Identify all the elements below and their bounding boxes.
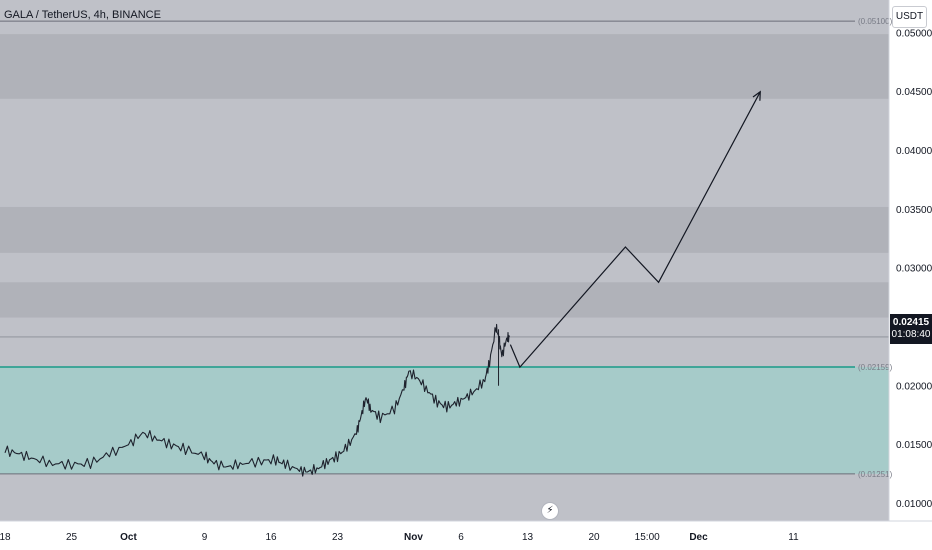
support-zone xyxy=(0,367,889,474)
level-label-1: (0.02159) xyxy=(858,363,893,372)
x-tick-4: 16 xyxy=(265,532,277,543)
y-tick-1: 0.04500 xyxy=(896,87,932,98)
current-price-label: 0.02415 xyxy=(892,317,930,328)
y-tick-3: 0.03500 xyxy=(896,205,932,216)
x-tick-9: 20 xyxy=(588,532,600,543)
x-tick-7: 6 xyxy=(458,532,464,543)
x-tick-10: 15:00 xyxy=(635,532,660,543)
current-price-tag: 0.02415 01:08:40 xyxy=(890,314,932,344)
y-tick-4: 0.03000 xyxy=(896,264,932,275)
x-tick-11: Dec xyxy=(689,532,708,543)
currency-button[interactable]: USDT xyxy=(892,6,927,28)
x-tick-5: 23 xyxy=(332,532,344,543)
lightning-icon[interactable]: ⚡ xyxy=(541,502,559,520)
x-tick-6: Nov xyxy=(404,532,423,543)
symbol-title[interactable]: GALA / TetherUS, 4h, BINANCE xyxy=(4,9,161,21)
x-tick-8: 13 xyxy=(522,532,534,543)
y-tick-2: 0.04000 xyxy=(896,146,932,157)
y-tick-6: 0.02000 xyxy=(896,381,932,392)
projection-arrowhead xyxy=(752,90,761,101)
x-tick-12: 11 xyxy=(788,532,799,543)
level-label-2: (0.01251) xyxy=(858,470,893,479)
resistance-zone-2 xyxy=(0,282,889,318)
y-tick-0: 0.05000 xyxy=(896,28,932,39)
x-tick-1: 25 xyxy=(66,532,78,543)
resistance-zone-0 xyxy=(0,34,889,99)
price-series[interactable] xyxy=(4,323,510,477)
x-tick-3: 9 xyxy=(202,532,208,543)
resistance-zone-1 xyxy=(0,206,889,253)
x-tick-0: 18 xyxy=(0,532,11,543)
x-tick-2: Oct xyxy=(120,532,137,543)
bar-countdown-label: 01:08:40 xyxy=(891,329,931,340)
y-tick-8: 0.01000 xyxy=(896,499,932,510)
level-label-0: (0.05100) xyxy=(858,17,893,26)
y-tick-7: 0.01500 xyxy=(896,440,932,451)
projection-path[interactable] xyxy=(509,91,761,369)
